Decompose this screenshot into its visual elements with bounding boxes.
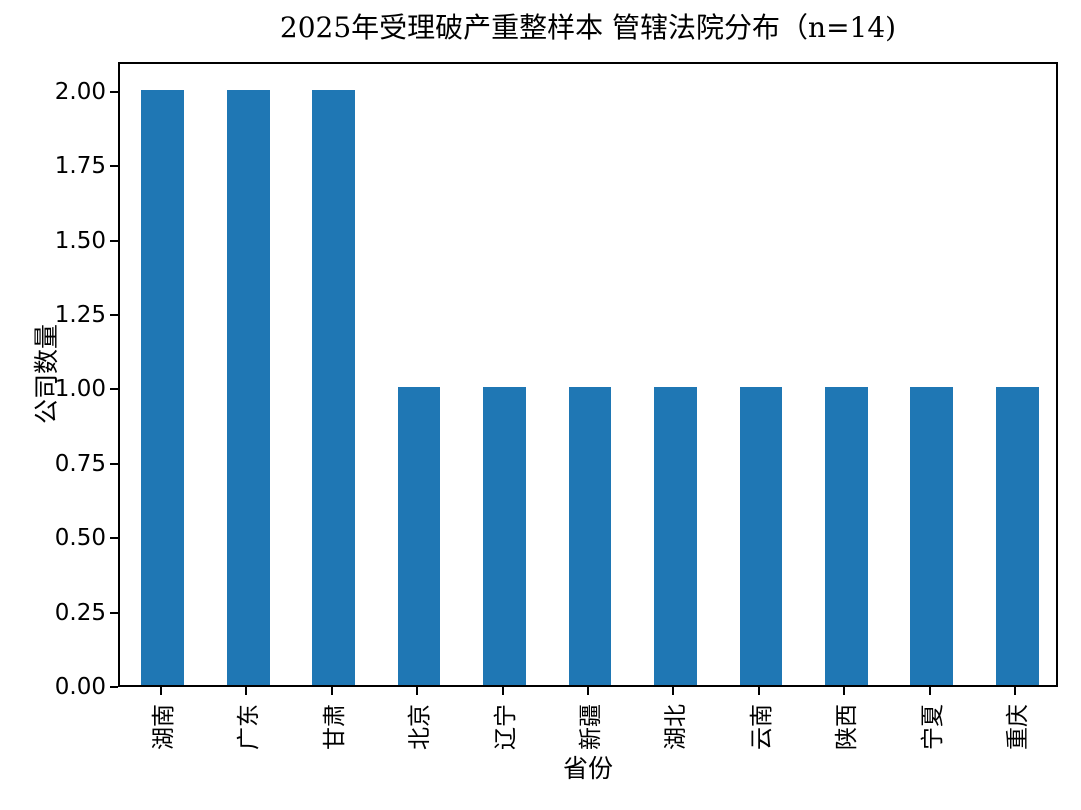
x-tick-label: 新疆 [578,704,604,750]
x-tick-label: 宁夏 [919,704,946,750]
bar [483,387,526,685]
x-tick-mark [245,687,248,695]
x-tick-mark [330,687,333,695]
bar [141,89,185,685]
plot-area [118,62,1058,687]
bar [910,387,954,685]
y-tick-label: 0.50 [54,525,106,552]
y-tick-label: 1.50 [54,227,106,254]
y-tick-label: 1.00 [54,376,106,403]
x-tick-mark [757,687,760,695]
y-tick-mark [110,537,118,540]
bar [654,387,697,685]
y-tick-mark [110,388,118,391]
y-tick-mark [110,239,118,242]
x-tick-mark [1014,687,1017,695]
x-tick-mark [416,687,419,695]
bar [825,387,868,685]
x-tick-label: 辽宁 [492,704,519,750]
x-tick-mark [501,687,504,695]
x-tick-label: 甘肃 [321,704,348,750]
x-tick-mark [928,687,931,695]
bar [995,387,1039,685]
y-tick-mark [110,462,118,465]
bar [312,89,355,685]
y-tick-label: 1.25 [54,301,106,328]
x-tick-label: 广东 [236,704,263,750]
y-tick-label: 0.25 [54,599,106,626]
x-axis-label: 省份 [562,754,613,783]
y-axis-label: 公司数量 [32,323,61,425]
x-tick-label: 湖北 [663,704,690,750]
y-tick-mark [110,611,118,614]
y-tick-mark [110,165,118,168]
x-tick-mark [159,687,162,695]
x-tick-label: 云南 [748,704,775,750]
bar [397,387,441,685]
bar [739,387,783,685]
y-tick-mark [110,90,118,93]
bar [568,387,612,685]
x-tick-label: 重庆 [1005,704,1032,750]
y-tick-label: 2.00 [54,78,106,105]
x-tick-label: 湖南 [150,704,177,750]
y-tick-label: 0.75 [54,450,106,477]
y-tick-label: 1.75 [54,153,106,180]
y-tick-mark [110,313,118,316]
x-tick-label: 陕西 [834,704,861,750]
x-tick-label: 北京 [407,704,434,750]
bar [226,89,270,685]
x-tick-mark [672,687,675,695]
x-tick-mark [843,687,846,695]
chart-title: 2025年受理破产重整样本 管辖法院分布（n=14) [279,11,897,44]
y-tick-label: 0.00 [54,674,106,700]
x-tick-mark [587,687,589,695]
y-tick-mark [110,686,118,688]
